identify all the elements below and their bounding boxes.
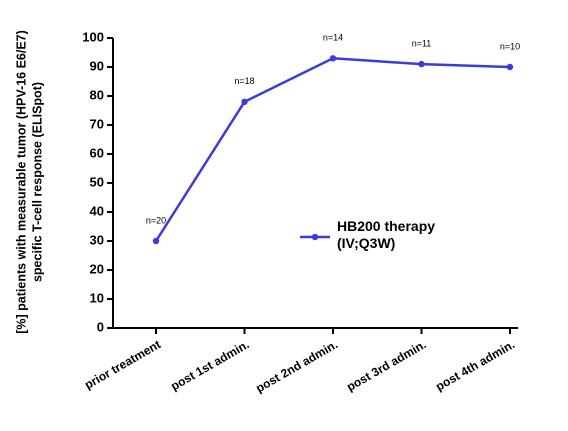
- series-line: [154, 57, 511, 242]
- x-tick-label: post 2nd admin.: [253, 337, 340, 395]
- legend-marker: [311, 233, 319, 241]
- data-point: [152, 237, 160, 245]
- y-tick-label: 90: [90, 58, 104, 73]
- y-tick-label: 50: [90, 174, 104, 189]
- y-tick-label: 10: [90, 290, 104, 305]
- y-tick-label: 60: [90, 145, 104, 160]
- y-tick-label: 20: [90, 261, 104, 276]
- y-tick-label: 70: [90, 116, 104, 131]
- legend-box: HB200 therapy (IV;Q3W): [337, 218, 436, 251]
- data-point: [418, 60, 425, 68]
- y-tick-label: 40: [90, 203, 104, 218]
- x-tick-label: prior treatment: [82, 337, 163, 392]
- point-label: n=18: [234, 76, 254, 86]
- y-tick-label: 80: [90, 87, 104, 102]
- y-axis-label: [%] patients with measurable tumor (HPV-…: [14, 30, 28, 334]
- point-label: n=14: [323, 33, 343, 43]
- y-tick-label: 0: [97, 319, 104, 334]
- x-tick-label: post 1st admin.: [168, 337, 251, 393]
- point-label: n=11: [412, 38, 432, 48]
- y-tick-label: 100: [82, 29, 104, 44]
- data-point: [506, 63, 514, 71]
- legend-label: HB200 therapy (IV;Q3W): [337, 218, 436, 251]
- point-label: n=10: [500, 41, 520, 51]
- x-tick-label: post 3rd admin.: [344, 337, 428, 394]
- x-tick-label: post 4th admin.: [433, 337, 517, 393]
- y-axis-label: specific T-cell response (ELISpot): [30, 82, 44, 282]
- y-tick-label: 30: [90, 232, 104, 247]
- point-label: n=20: [146, 215, 166, 225]
- data-point: [241, 98, 248, 106]
- data-point: [329, 55, 337, 62]
